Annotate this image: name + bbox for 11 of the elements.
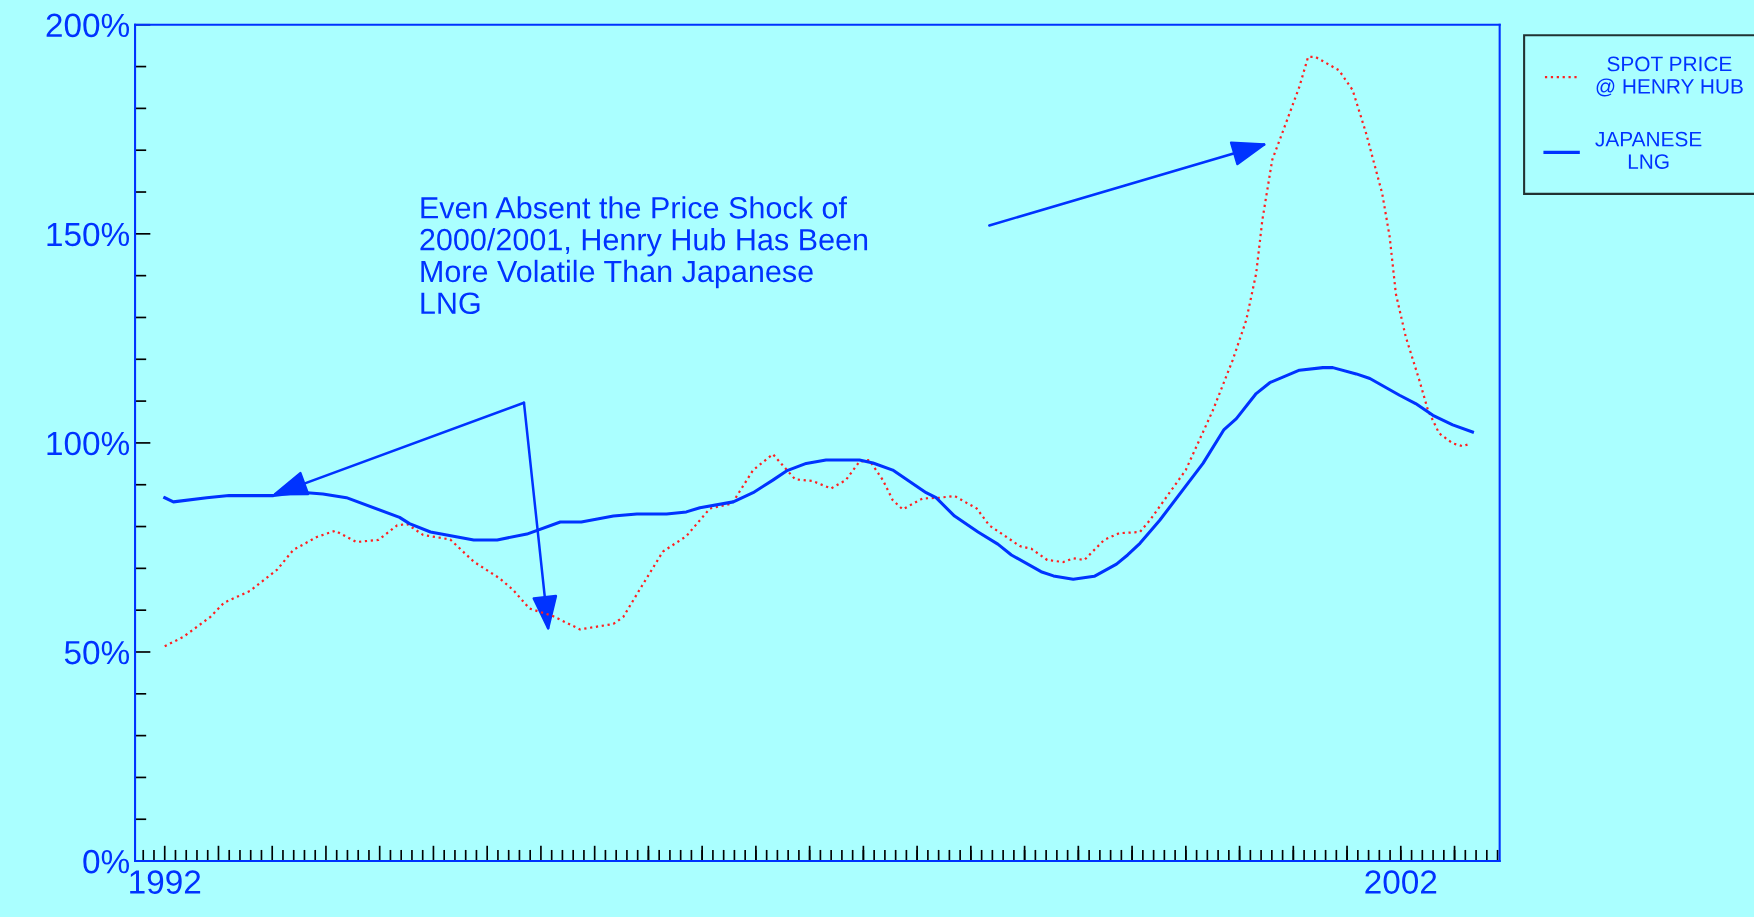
y-tick-label: 100% [47, 431, 130, 456]
y-tick-label: 200% [46, 13, 130, 38]
x-tick-label: 1992 [130, 870, 201, 894]
y-tick-label: 50% [64, 640, 130, 665]
legend-label: SPOT PRICE @ HENRY HUB [1596, 56, 1743, 97]
y-tick-label: 150% [47, 222, 130, 247]
x-tick-label: 2002 [1365, 870, 1437, 894]
line-series [163, 55, 1470, 648]
annotation: Even Absent the Price Shock of 2000/2001, Henry Hub Has Been More Volatile Than Japanese LNG [420, 196, 868, 315]
legend-label: JAPANESE LNG [1595, 131, 1702, 169]
y-tick-label: 0% [83, 849, 130, 874]
